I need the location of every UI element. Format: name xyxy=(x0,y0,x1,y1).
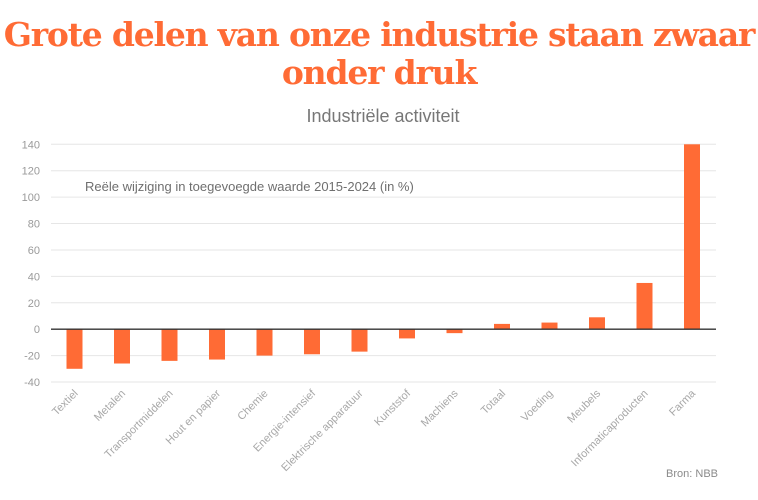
gridlines xyxy=(51,143,716,383)
x-category-label: Farma xyxy=(667,387,699,419)
bar-machiens xyxy=(446,329,463,334)
y-tick-label: -20 xyxy=(24,351,40,363)
bar-textiel xyxy=(66,329,83,369)
y-tick-label: 40 xyxy=(28,271,40,283)
x-category-label: Kunststof xyxy=(372,387,414,429)
y-tick-label: 120 xyxy=(22,166,40,178)
x-category-label: Voeding xyxy=(519,388,556,425)
title-line-1: Grote delen van onze industrie staan zwa… xyxy=(3,15,756,54)
bar-kunststof xyxy=(399,329,415,339)
y-tick-label: 100 xyxy=(22,192,40,204)
chart-annotation: Reële wijziging in toegevoegde waarde 20… xyxy=(85,179,414,194)
bar-metalen xyxy=(114,329,130,364)
y-tick-label: 60 xyxy=(28,245,40,257)
x-category-label: Machiens xyxy=(419,387,461,429)
x-category-label: Elektrische apparatuur xyxy=(279,387,366,474)
bar-elektrische-apparatuur xyxy=(351,329,368,352)
bar-meubels xyxy=(589,317,605,330)
x-category-label: Meubels xyxy=(565,387,603,425)
x-category-label: Chemie xyxy=(235,388,270,423)
bar-transportmiddelen xyxy=(161,329,178,361)
bar-farma xyxy=(684,144,700,330)
bar-voeding xyxy=(541,322,558,330)
bar-chemie xyxy=(256,329,273,356)
y-tick-label: -40 xyxy=(24,377,40,389)
y-tick-label: 20 xyxy=(28,298,40,310)
x-category-label: Totaal xyxy=(479,388,508,417)
bars xyxy=(66,144,700,369)
x-category-label: Textiel xyxy=(50,388,81,419)
y-tick-label: 80 xyxy=(28,219,40,231)
bar-informaticaproducten xyxy=(636,282,653,330)
y-tick-label: 0 xyxy=(34,324,40,336)
bar-energie-intensief xyxy=(304,329,320,355)
chart-title: Industriële activiteit xyxy=(306,106,460,126)
page-title: Grote delen van onze industrie staan zwa… xyxy=(0,16,758,92)
source-note: Bron: NBB xyxy=(666,468,718,480)
y-axis-tick-labels: 140 120 100 80 60 40 20 0 -20 -40 xyxy=(22,139,40,389)
bar-totaal xyxy=(494,323,510,330)
y-tick-label: 140 xyxy=(22,139,40,151)
x-category-label: Metalen xyxy=(92,388,128,424)
title-line-2: onder druk xyxy=(281,53,477,92)
bar-hout-en-papier xyxy=(209,329,225,360)
